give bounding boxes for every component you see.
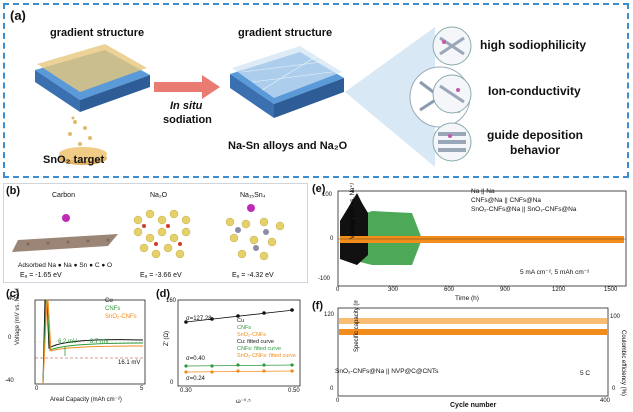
dft-structures [12,204,285,261]
feature-icons [432,26,472,162]
d-xtick-0: 0.30 [180,388,192,394]
panel-f-label: (f) [312,300,323,312]
e-xlabel: Time (h) [455,295,479,302]
e-xtick-0: 0 [336,287,340,293]
b-title-na2o: Na₂O [150,192,168,199]
d-legend-1: CNFs [237,325,252,331]
f-rate: 5 C [580,370,591,377]
e-ytick-0: 100 [322,192,333,198]
feature-1: high sodiophilicity [480,38,586,52]
arrow-label-2: sodiation [163,114,212,126]
mid-title: gradient structure [238,27,333,39]
panel-e-label: (e) [312,183,326,195]
e-condition: 5 mA cm⁻², 5 mAh cm⁻² [520,269,590,276]
arrow-label-1: In situ [170,100,203,112]
svg-text:Coulombic efficiency (%): Coulombic efficiency (%) [620,330,626,396]
c-annot-2: 8.7 mV [90,339,110,345]
e-ytick-2: 0 [330,236,334,242]
panel-d-chart: Z' (Ω) [164,299,301,387]
f-ytick-0: 120 [324,312,335,318]
d-legend-2: SnO₂-CNFs [237,332,267,338]
panel-a-label: (a) [10,8,26,23]
f-xtick-8: 400 [600,398,611,404]
f-legend: SnO₂-CNFs@Na || NVP@C@CNTs [335,368,439,375]
c-ytick-2: 0 [8,335,12,341]
d-legend-4: CNFs: fitted curve [237,346,282,352]
e-xtick-1: 300 [388,287,399,293]
c-ytick-4: -40 [5,378,14,384]
left-title: gradient structure [50,27,145,39]
panel-f-chart: Specific capacity (mAh g⁻¹) Coulombic ef… [337,300,626,397]
b-legend: Adsorbed Na ● Na ● Sn ● C ● O [18,262,113,269]
e-xtick-5: 1500 [604,287,618,293]
panel-e-chart: Voltage (mV vs. Na⁺/Na) [337,183,627,287]
e-ytick-4: -100 [318,276,331,282]
feature-2: Ion-conductivity [488,84,581,98]
c-legend-sno2: SnO₂-CNFs [105,314,137,320]
b-energy-na15sn4: Eₐ = -4.32 eV [232,272,274,279]
c-xlabel: Areal Capacity (mAh cm⁻²) [50,397,122,403]
b-title-na15sn4: Na₁₅Sn₄ [240,192,266,199]
target-label: SnO₂ target [43,154,105,166]
e-xtick-3: 900 [500,287,511,293]
c-xtick-0: 0 [35,386,39,392]
f-xtick-0: 0 [336,398,340,404]
svg-text:Voltage (mV vs. Na⁺/Na): Voltage (mV vs. Na⁺/Na) [349,183,356,239]
e-legend-1: CNFs@Na || CNFs@Na [471,197,542,204]
mid-caption: Na-Sn alloys and Na₂O [228,140,348,152]
panel-c-chart: Voltage (mV vs. Na⁺/Na) [14,288,146,385]
c-legend-cnfs: CNFs [105,306,121,312]
svg-text:Specific capacity (mAh g⁻¹): Specific capacity (mAh g⁻¹) [354,300,360,352]
panel-d-label: (d) [156,288,171,300]
d-annot-1: σ=127.28 [186,316,212,322]
b-title-carbon: Carbon [52,192,75,199]
panel-c-label: (c) [6,288,20,300]
f-xlabel: Cycle number [450,402,497,409]
d-ytick-4: 0 [170,380,174,386]
d-xtick-4: 0.50 [288,388,300,394]
f-yrtick-0: 100 [610,314,621,320]
e-legend-0: Na || Na [471,188,495,195]
panel-b-label: (b) [6,185,21,197]
f-yrtick-5: 0 [612,386,616,392]
c-annot-1: 6.2 mV [58,339,78,345]
d-legend-3: Cu: fitted curve [237,339,274,345]
d-legend-0: Cu [237,318,245,324]
e-xtick-4: 1200 [552,287,566,293]
svg-text:Z' (Ω): Z' (Ω) [164,331,170,346]
arrow-icon [154,75,220,99]
svg-text:Voltage (mV vs. Na⁺/Na): Voltage (mV vs. Na⁺/Na) [14,288,21,345]
d-legend-5: SnO₂-CNFs: fitted curve [237,353,296,359]
d-ytick-0: 160 [166,298,177,304]
f-ytick-4: 0 [330,386,334,392]
d-annot-2: σ=0.40 [186,356,205,362]
feature-3: guide deposition [487,128,583,142]
sputter-illustration [35,44,150,165]
c-legend-cu: Cu [105,298,113,304]
b-energy-na2o: Eₐ = -3.66 eV [140,272,182,279]
panel-b [3,183,308,283]
c-ytick-0: 40 [8,296,15,302]
c-annot-3: 16.1 mV [118,360,141,366]
e-legend-2: SnO₂-CNFs@Na || SnO₂-CNFs@Na [471,206,577,213]
d-annot-3: σ=0.24 [186,376,205,382]
c-xtick-5: 5 [140,386,144,392]
feature-3b: behavior [510,143,561,157]
d-xlabel: ω⁻⁰·⁵ [236,399,251,405]
b-energy-carbon: Eₐ = -1.65 eV [20,272,62,279]
e-xtick-2: 600 [444,287,455,293]
sodiated-illustration [230,46,344,118]
